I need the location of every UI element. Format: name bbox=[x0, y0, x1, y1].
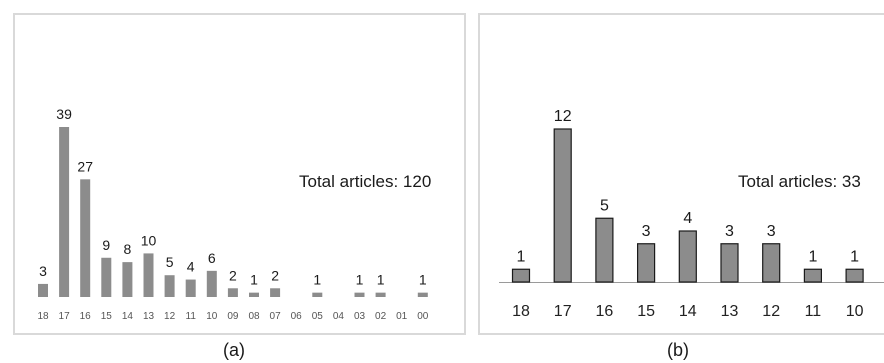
bar-a-11 bbox=[185, 279, 196, 297]
data-label-a-18: 3 bbox=[39, 263, 47, 279]
bar-a-15 bbox=[101, 257, 112, 297]
bar-b-10 bbox=[845, 268, 864, 283]
tick-label-a-03: 03 bbox=[354, 311, 366, 322]
data-label-a-10: 6 bbox=[208, 250, 216, 266]
bar-a-09 bbox=[227, 288, 238, 297]
data-label-a-02: 1 bbox=[377, 272, 385, 288]
data-label-b-12: 3 bbox=[767, 223, 776, 240]
tick-label-b-12: 12 bbox=[762, 303, 780, 320]
bar-a-02 bbox=[375, 292, 386, 297]
bar-a-17 bbox=[59, 127, 70, 297]
data-label-b-14: 4 bbox=[683, 210, 692, 227]
tick-label-b-13: 13 bbox=[721, 303, 739, 320]
tick-label-a-05: 05 bbox=[312, 311, 324, 322]
tick-label-a-09: 09 bbox=[227, 311, 239, 322]
bar-b-16 bbox=[595, 217, 614, 283]
bar-b-14 bbox=[678, 230, 697, 283]
tick-label-b-14: 14 bbox=[679, 303, 697, 320]
total-articles-b: Total articles: 33 bbox=[738, 172, 861, 191]
tick-label-b-17: 17 bbox=[554, 303, 572, 320]
bar-a-05 bbox=[312, 292, 323, 297]
data-label-b-15: 3 bbox=[642, 223, 651, 240]
tick-label-a-08: 08 bbox=[248, 311, 260, 322]
tick-label-a-11: 11 bbox=[186, 311, 197, 322]
bar-a-00 bbox=[417, 292, 428, 297]
tick-label-a-14: 14 bbox=[122, 311, 134, 322]
bar-b-12 bbox=[762, 243, 781, 283]
data-label-a-08: 1 bbox=[250, 272, 258, 288]
tick-label-b-11: 11 bbox=[805, 303, 822, 320]
data-label-a-13: 10 bbox=[141, 232, 157, 248]
tick-label-a-17: 17 bbox=[59, 311, 71, 322]
data-label-a-11: 4 bbox=[187, 259, 195, 275]
data-label-a-15: 9 bbox=[102, 237, 110, 253]
data-label-b-18: 1 bbox=[517, 248, 526, 265]
bar-a-08 bbox=[249, 292, 259, 297]
data-label-a-17: 39 bbox=[56, 106, 72, 122]
data-label-a-07: 2 bbox=[271, 267, 279, 283]
data-label-b-13: 3 bbox=[725, 223, 734, 240]
tick-label-a-13: 13 bbox=[143, 311, 155, 322]
bar-a-10 bbox=[206, 270, 217, 297]
tick-label-a-12: 12 bbox=[164, 311, 176, 322]
caption-a: (a) bbox=[223, 340, 245, 360]
bar-b-11 bbox=[803, 268, 823, 283]
bar-a-18 bbox=[38, 283, 48, 297]
data-label-b-16: 5 bbox=[600, 197, 609, 214]
bar-b-18 bbox=[511, 268, 531, 283]
data-label-b-11: 1 bbox=[808, 248, 817, 265]
total-articles-a: Total articles: 120 bbox=[299, 172, 431, 191]
data-label-a-03: 1 bbox=[356, 272, 364, 288]
data-label-a-12: 5 bbox=[166, 254, 174, 270]
tick-label-b-18: 18 bbox=[512, 303, 530, 320]
tick-label-a-18: 18 bbox=[37, 311, 49, 322]
data-label-b-17: 12 bbox=[554, 108, 572, 125]
bar-a-13 bbox=[143, 253, 154, 297]
data-label-b-10: 1 bbox=[850, 248, 859, 265]
data-label-a-16: 27 bbox=[77, 158, 93, 174]
tick-label-a-00: 00 bbox=[417, 311, 429, 322]
tick-label-a-10: 10 bbox=[206, 311, 218, 322]
tick-label-a-16: 16 bbox=[80, 311, 92, 322]
tick-label-a-07: 07 bbox=[270, 311, 282, 322]
data-label-a-09: 2 bbox=[229, 267, 237, 283]
bar-b-15 bbox=[636, 243, 656, 283]
data-label-a-00: 1 bbox=[419, 272, 427, 288]
tick-label-a-04: 04 bbox=[333, 311, 345, 322]
tick-label-b-16: 16 bbox=[596, 303, 614, 320]
caption-b: (b) bbox=[667, 340, 689, 360]
bar-a-07 bbox=[270, 288, 281, 297]
data-label-a-14: 8 bbox=[124, 241, 132, 257]
tick-label-a-15: 15 bbox=[101, 311, 113, 322]
bar-a-03 bbox=[354, 292, 365, 297]
bar-b-17 bbox=[553, 128, 572, 283]
tick-label-a-06: 06 bbox=[291, 311, 303, 322]
bar-a-14 bbox=[122, 262, 133, 297]
bar-a-16 bbox=[80, 179, 91, 297]
bar-a-12 bbox=[164, 275, 175, 297]
tick-label-a-01: 01 bbox=[396, 311, 408, 322]
bar-b-13 bbox=[720, 243, 739, 283]
tick-label-b-15: 15 bbox=[637, 303, 655, 320]
tick-label-a-02: 02 bbox=[375, 311, 387, 322]
data-label-a-05: 1 bbox=[313, 272, 321, 288]
tick-label-b-10: 10 bbox=[846, 303, 864, 320]
